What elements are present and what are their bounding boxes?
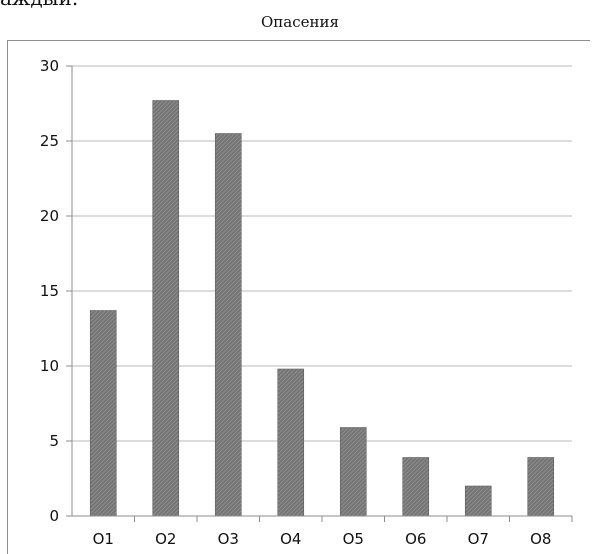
x-tick-label-o4: O4 xyxy=(280,530,301,548)
bar-o1 xyxy=(89,310,117,517)
x-tick-label-o7: O7 xyxy=(468,530,489,548)
y-tick-label: 20 xyxy=(40,207,59,225)
bar-o2 xyxy=(152,100,180,517)
chart-title: Опасения xyxy=(261,13,339,31)
y-tick-label: 0 xyxy=(49,507,59,525)
bar-o6 xyxy=(402,457,430,517)
bar-o5 xyxy=(339,427,367,517)
y-tick-label: 30 xyxy=(40,57,59,75)
x-tick-label-o1: O1 xyxy=(93,530,114,548)
chart-frame xyxy=(7,40,590,554)
page-text-fragment: аждый. xyxy=(0,0,78,10)
x-tick-label-o3: O3 xyxy=(218,530,239,548)
x-tick-label-o8: O8 xyxy=(530,530,551,548)
bar-o4 xyxy=(277,368,305,517)
y-tick-label: 25 xyxy=(40,132,59,150)
y-tick-label: 5 xyxy=(49,432,59,450)
x-tick-label-o6: O6 xyxy=(405,530,426,548)
bar-o8 xyxy=(527,457,555,517)
bar-o3 xyxy=(214,133,242,517)
y-tick-label: 10 xyxy=(40,357,59,375)
bar-o7 xyxy=(464,485,492,517)
y-tick-label: 15 xyxy=(40,282,59,300)
x-tick-label-o2: O2 xyxy=(155,530,176,548)
x-tick-label-o5: O5 xyxy=(343,530,364,548)
